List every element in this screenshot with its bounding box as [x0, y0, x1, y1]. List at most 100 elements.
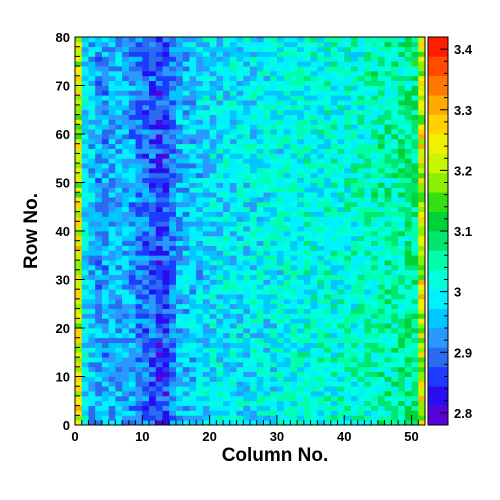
- heatmap-cell: [95, 56, 103, 62]
- heatmap-cell: [162, 337, 170, 343]
- heatmap-cell: [202, 328, 211, 334]
- heatmap-cell: [101, 260, 110, 266]
- heatmap-cell: [122, 323, 130, 329]
- heatmap-cell: [330, 420, 338, 426]
- heatmap-cell: [404, 226, 412, 232]
- heatmap-cell: [229, 172, 237, 179]
- heatmap-cell: [411, 231, 419, 237]
- heatmap-cell: [142, 371, 150, 377]
- heatmap-cell: [384, 182, 392, 188]
- heatmap-cell: [169, 410, 177, 416]
- heatmap-cell: [209, 328, 217, 334]
- heatmap-cell: [169, 332, 177, 339]
- heatmap-cell: [95, 381, 103, 387]
- heatmap-cell: [216, 264, 224, 271]
- heatmap-cell: [344, 167, 352, 174]
- heatmap-cell: [330, 250, 338, 256]
- heatmap-cell: [364, 264, 372, 271]
- heatmap-cell: [202, 410, 211, 416]
- heatmap-cell: [155, 298, 163, 305]
- heatmap-cell: [364, 366, 372, 373]
- heatmap-cell: [250, 148, 258, 154]
- heatmap-cell: [135, 211, 143, 217]
- heatmap-cell: [256, 250, 264, 256]
- heatmap-cell: [162, 187, 170, 193]
- heatmap-cell: [128, 216, 136, 222]
- heatmap-cell: [310, 75, 318, 82]
- heatmap-cell: [223, 167, 231, 174]
- heatmap-cell: [236, 240, 244, 246]
- heatmap-cell: [276, 410, 285, 416]
- heatmap-cell: [324, 376, 332, 382]
- heatmap-cell: [263, 70, 271, 77]
- heatmap-cell: [270, 337, 278, 343]
- heatmap-cell: [270, 56, 278, 62]
- heatmap-cell: [216, 46, 224, 52]
- heatmap-cell: [283, 70, 291, 77]
- heatmap-cell: [209, 303, 217, 309]
- heatmap-cell: [95, 206, 103, 212]
- heatmap-cell: [128, 231, 136, 237]
- heatmap-cell: [337, 206, 345, 212]
- heatmap-cell: [263, 357, 271, 363]
- heatmap-cell: [175, 328, 184, 334]
- heatmap-cell: [418, 187, 426, 193]
- heatmap-cell: [135, 415, 143, 421]
- heatmap-cell: [135, 376, 143, 382]
- heatmap-cell: [337, 376, 345, 382]
- x-tick-label: 50: [404, 429, 418, 444]
- heatmap-cell: [344, 347, 352, 353]
- heatmap-cell: [196, 100, 204, 106]
- heatmap-cell: [128, 298, 136, 305]
- heatmap-cell: [357, 323, 365, 329]
- heatmap-cell: [101, 187, 110, 193]
- heatmap-cell: [324, 167, 332, 174]
- heatmap-cell: [202, 264, 211, 271]
- heatmap-cell: [276, 153, 285, 159]
- heatmap-cell: [122, 371, 130, 377]
- heatmap-cell: [256, 361, 264, 368]
- heatmap-cell: [290, 206, 298, 212]
- heatmap-cell: [81, 347, 89, 353]
- heatmap-cell: [250, 216, 258, 222]
- heatmap-cell: [276, 124, 285, 130]
- heatmap-cell: [344, 216, 352, 222]
- heatmap-cell: [162, 318, 170, 324]
- heatmap-cell: [236, 400, 244, 406]
- heatmap-cell: [108, 294, 116, 300]
- heatmap-cell: [317, 104, 325, 111]
- heatmap-cell: [297, 119, 305, 125]
- heatmap-cell: [216, 410, 224, 416]
- heatmap-cell: [95, 75, 103, 82]
- heatmap-cell: [209, 41, 217, 48]
- heatmap-cell: [196, 260, 204, 266]
- heatmap-cell: [122, 264, 130, 271]
- heatmap-cell: [310, 371, 318, 377]
- heatmap-cell: [297, 405, 305, 411]
- heatmap-cell: [290, 41, 298, 48]
- heatmap-cell: [303, 41, 311, 48]
- heatmap-cell: [371, 187, 379, 193]
- heatmap-cell: [371, 104, 379, 111]
- heatmap-cell: [411, 163, 419, 169]
- heatmap-cell: [243, 279, 251, 285]
- heatmap-cell: [377, 410, 386, 416]
- heatmap-cell: [223, 172, 231, 179]
- heatmap-cell: [404, 167, 412, 174]
- heatmap-cell: [350, 269, 359, 276]
- heatmap-cell: [202, 158, 211, 164]
- heatmap-cell: [95, 46, 103, 52]
- heatmap-cell: [175, 240, 184, 246]
- heatmap-cell: [209, 172, 217, 179]
- heatmap-cell: [297, 201, 305, 208]
- heatmap-cell: [263, 260, 271, 266]
- heatmap-cell: [95, 51, 103, 57]
- heatmap-cell: [135, 342, 143, 348]
- heatmap-cell: [149, 56, 157, 62]
- heatmap-cell: [202, 250, 211, 256]
- heatmap-cell: [303, 376, 311, 382]
- heatmap-cell: [398, 206, 406, 212]
- heatmap-cell: [377, 216, 386, 222]
- heatmap-cell: [357, 37, 365, 43]
- heatmap-cell: [202, 56, 211, 62]
